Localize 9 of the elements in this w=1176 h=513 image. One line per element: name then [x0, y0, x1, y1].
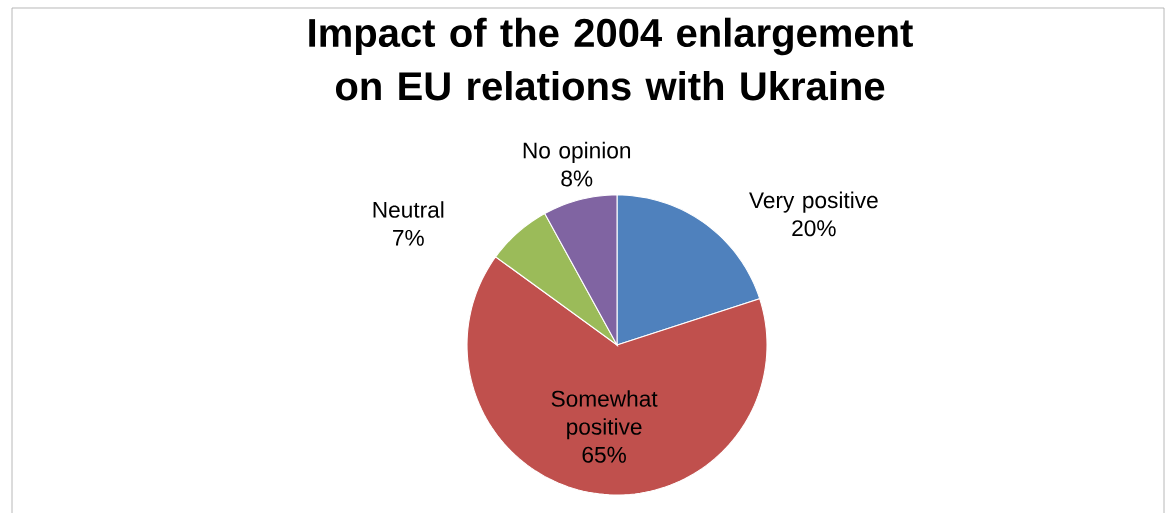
- slice-label: No opinion: [523, 141, 631, 163]
- data-label: 8%: [561, 170, 593, 187]
- data-label: 7%: [393, 229, 424, 246]
- slice-label: Somewhat positive: [551, 390, 658, 440]
- data-label: 65%: [582, 446, 626, 463]
- slice-label: Neutral: [373, 201, 444, 218]
- data-label: 20%: [792, 220, 836, 237]
- chart-title: Impact of the 2004 enlargement on EU relations with Ukraine: [309, 17, 913, 101]
- slice-label: Very positive: [749, 191, 878, 213]
